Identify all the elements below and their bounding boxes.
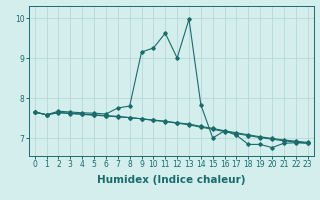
X-axis label: Humidex (Indice chaleur): Humidex (Indice chaleur) — [97, 175, 245, 185]
